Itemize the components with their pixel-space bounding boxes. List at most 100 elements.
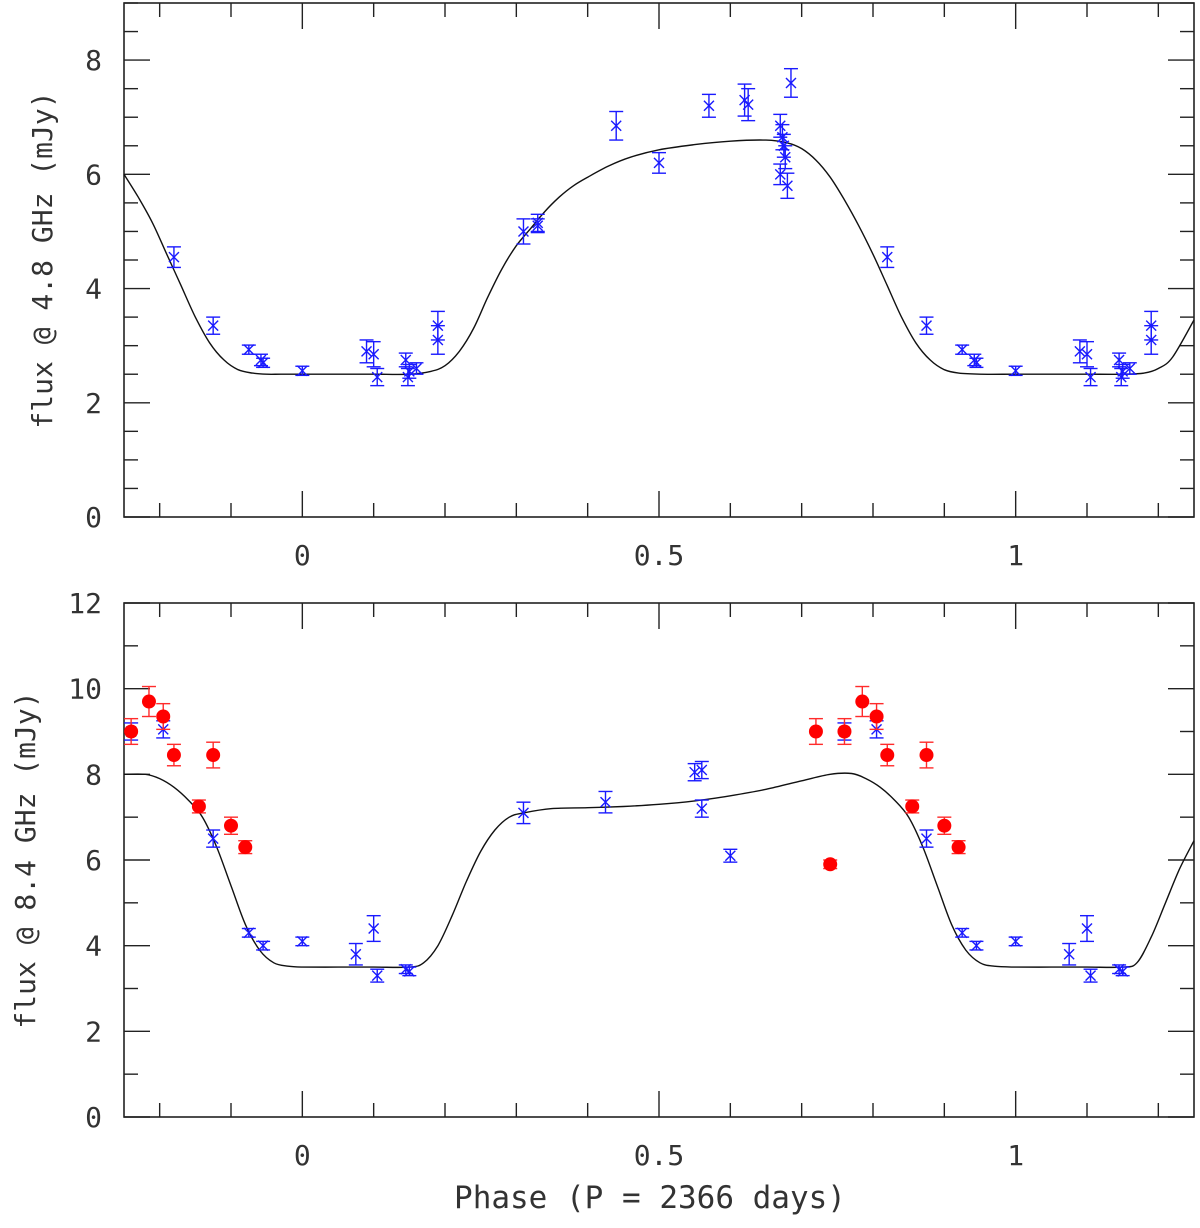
filled-dot-marker — [191, 799, 206, 814]
blue-cross-data-point — [598, 790, 613, 814]
plot-frame-top — [123, 2, 1195, 518]
x-marker-stroke — [781, 180, 793, 192]
blue-cross-data-point — [430, 324, 445, 355]
y-tick-label: 6 — [85, 844, 102, 877]
filled-dot-marker — [869, 709, 884, 724]
blue-cross-data-point — [295, 365, 310, 377]
x-marker-stroke — [368, 923, 380, 935]
data-points-top — [166, 67, 1159, 387]
blue-cross-data-point — [687, 762, 702, 782]
x-marker-stroke — [243, 344, 255, 356]
blue-cross-data-point — [370, 968, 385, 983]
x-marker-stroke — [257, 940, 269, 952]
blue-cross-data-point — [1080, 914, 1094, 943]
blue-cross-data-point — [516, 218, 531, 245]
y-tick-label: 0 — [85, 501, 102, 534]
model-curve-line — [123, 139, 1195, 376]
red-data-point — [869, 702, 884, 731]
x-marker-stroke — [243, 927, 255, 939]
blue-cross-data-point — [370, 367, 385, 387]
blue-cross-data-point — [256, 940, 271, 952]
blue-cross-data-point — [780, 172, 795, 200]
blue-cross-data-point — [1080, 340, 1094, 368]
x-marker-stroke — [774, 120, 786, 132]
filled-dot-marker — [855, 694, 870, 709]
x-marker-stroke — [361, 345, 373, 357]
x-marker-stroke — [742, 99, 754, 111]
x-marker-stroke — [881, 251, 893, 263]
x-marker-stroke — [207, 833, 219, 845]
x-marker-stroke — [774, 168, 786, 180]
red-data-point — [823, 857, 838, 872]
y-tick-label: 2 — [85, 1015, 102, 1048]
x-marker-stroke — [1074, 345, 1086, 357]
data-points-bottom — [124, 685, 1130, 983]
y-tick-label: 0 — [85, 1101, 102, 1134]
x-marker-stroke — [400, 963, 412, 975]
red-data-point — [166, 743, 181, 767]
blue-cross-data-point — [1072, 339, 1087, 364]
x-marker-stroke — [970, 940, 982, 952]
x-marker-stroke — [956, 344, 968, 356]
blue-cross-data-point — [1083, 968, 1098, 983]
blue-cross-data-point — [773, 163, 788, 186]
blue-cross-data-point — [241, 344, 256, 356]
blue-cross-data-point — [694, 760, 709, 780]
blue-cross-data-point — [955, 927, 970, 939]
blue-cross-data-point — [969, 357, 984, 369]
filled-dot-marker — [837, 724, 852, 739]
blue-cross-data-point — [295, 935, 310, 947]
red-data-point — [855, 685, 870, 718]
red-data-point — [937, 816, 952, 835]
filled-dot-marker — [166, 748, 181, 763]
blue-cross-data-point — [1083, 367, 1098, 387]
blue-cross-data-point — [256, 357, 271, 369]
x-marker-stroke — [785, 77, 797, 89]
y-tick-label: 4 — [85, 273, 102, 306]
x-axis-title: Phase (P = 2366 days) — [454, 1180, 846, 1216]
x-marker-stroke — [689, 766, 701, 778]
blue-cross-data-point — [1115, 965, 1130, 977]
blue-cross-data-point — [969, 940, 984, 952]
filled-dot-marker — [919, 748, 934, 763]
y-tick-label: 2 — [85, 387, 102, 420]
x-marker-stroke — [1081, 923, 1093, 935]
filled-dot-marker — [124, 724, 139, 739]
red-data-point — [808, 717, 823, 746]
filled-dot-marker — [880, 748, 895, 763]
x-marker-stroke — [432, 334, 444, 346]
x-marker-stroke — [1085, 371, 1097, 383]
x-marker-stroke — [517, 807, 529, 819]
y-tick-label: 12 — [68, 587, 102, 620]
x-marker-stroke — [779, 151, 791, 163]
blue-cross-data-point — [783, 67, 798, 98]
x-marker-stroke — [257, 357, 269, 369]
x-tick-label: 1 — [1007, 1139, 1024, 1172]
x-marker-stroke — [403, 365, 415, 377]
blue-cross-data-point — [348, 942, 363, 966]
x-marker-stroke — [696, 803, 708, 815]
x-marker-stroke — [296, 935, 308, 947]
model-curve-line — [123, 772, 1195, 969]
blue-cross-data-point — [880, 246, 895, 269]
blue-cross-data-point — [409, 362, 424, 375]
x-marker-stroke — [1081, 348, 1093, 360]
blue-cross-data-point — [723, 848, 738, 863]
x-marker-stroke — [1063, 948, 1075, 960]
red-data-point — [206, 741, 221, 769]
panel-top-4.8ghz: 0 0.5 1 0 2 4 6 8 flux @ 4.8 GHz (mJy) — [26, 2, 1195, 572]
y-tick-label: 10 — [68, 673, 102, 706]
x-tick-label: 0.5 — [634, 539, 685, 572]
blue-cross-data-point — [1008, 935, 1023, 947]
y-tick-label: 6 — [85, 158, 102, 191]
x-marker-stroke — [696, 764, 708, 776]
x-marker-stroke — [1117, 965, 1129, 977]
blue-cross-data-point — [741, 87, 756, 122]
y-axis-title-top: flux @ 4.8 GHz (mJy) — [26, 91, 59, 428]
axis-ticks-top: 0 0.5 1 0 2 4 6 8 — [85, 2, 1194, 572]
filled-dot-marker — [156, 709, 171, 724]
red-data-point — [141, 685, 156, 718]
blue-cross-data-point — [1062, 942, 1077, 966]
